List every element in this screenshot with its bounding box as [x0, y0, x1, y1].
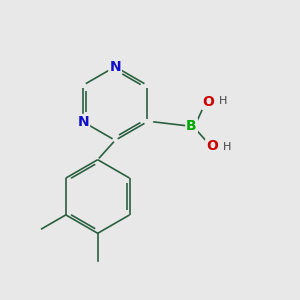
Text: N: N: [77, 115, 89, 129]
Text: H: H: [223, 142, 231, 152]
Text: N: N: [109, 60, 121, 74]
Text: B: B: [186, 119, 197, 133]
Text: H: H: [219, 96, 227, 106]
Text: O: O: [206, 139, 218, 153]
Text: O: O: [202, 95, 214, 109]
